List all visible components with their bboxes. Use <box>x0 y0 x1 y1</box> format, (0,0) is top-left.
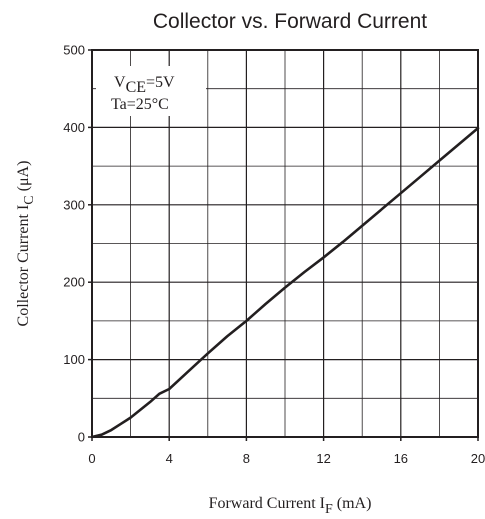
series <box>90 126 480 439</box>
annotation-ta: Ta=25°C <box>111 96 169 113</box>
y-tick-label: 400 <box>63 120 85 135</box>
x-axis-label-subscript: F <box>325 502 333 517</box>
annotation-background <box>96 66 206 116</box>
y-tick-label: 200 <box>63 275 85 290</box>
x-axis-label-unit: (mA) <box>333 495 372 512</box>
y-tick-label: 500 <box>63 43 85 58</box>
annotation-vce-value: =5V <box>146 74 175 91</box>
plot-frame <box>91 49 479 438</box>
x-tick-label: 0 <box>88 451 95 466</box>
y-axis-label-subscript: C <box>22 195 37 204</box>
x-tick-label: 12 <box>316 451 330 466</box>
grid <box>92 50 478 437</box>
y-axis-label-unit: (μA) <box>15 161 32 196</box>
annotation-vce: VCE=5V <box>114 74 175 96</box>
chart-title: Collector vs. Forward Current <box>153 10 427 33</box>
annotation-vce-subscript: CE <box>126 79 146 96</box>
x-tick-label: 8 <box>243 451 250 466</box>
y-axis-label: Collector Current IC (μA) <box>15 161 37 327</box>
x-tick-label: 20 <box>471 451 485 466</box>
x-axis-label: Forward Current IF (mA) <box>209 495 372 517</box>
x-tick-label: 16 <box>394 451 408 466</box>
collector-current-curve <box>90 126 480 439</box>
y-tick-label: 0 <box>78 430 85 445</box>
y-tick-label: 300 <box>63 197 85 212</box>
x-tick-label: 4 <box>166 451 173 466</box>
y-tick-label: 100 <box>63 352 85 367</box>
